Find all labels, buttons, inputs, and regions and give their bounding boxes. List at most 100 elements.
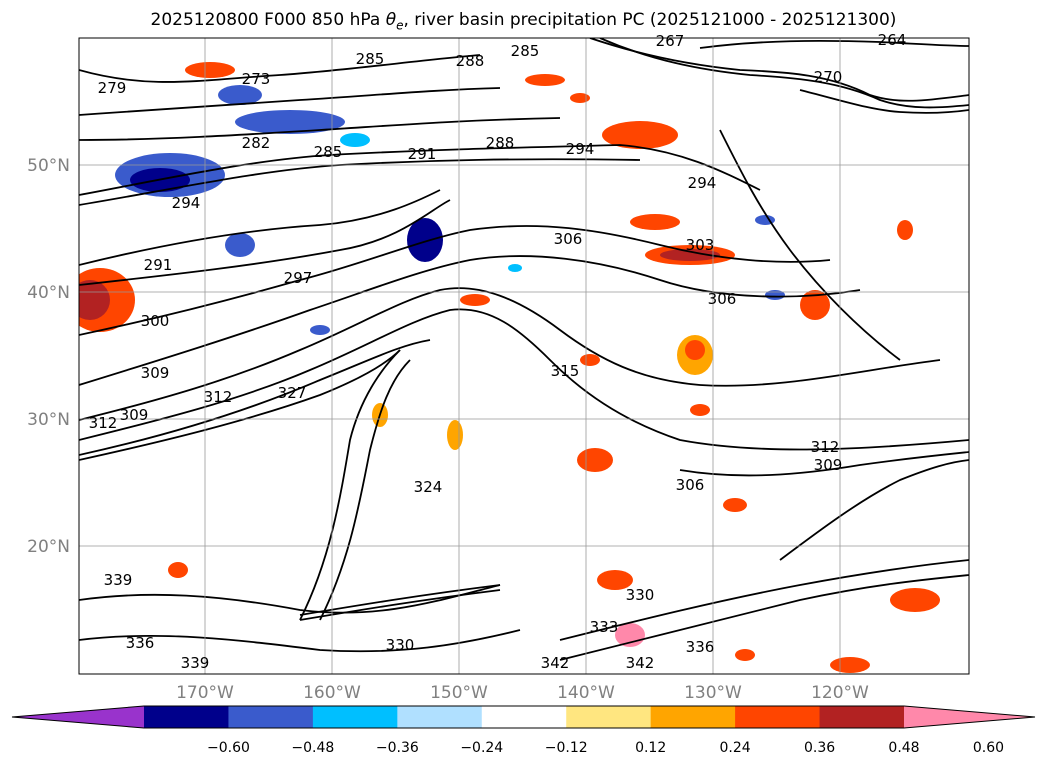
y-tick-label: 30°N xyxy=(27,410,70,430)
patch xyxy=(580,354,600,366)
colorbar-segment xyxy=(312,706,398,728)
contour-label: 294 xyxy=(566,140,595,158)
patch xyxy=(577,448,613,472)
contour-label: 285 xyxy=(356,50,385,68)
patch xyxy=(890,588,940,612)
contour-line xyxy=(589,38,969,102)
x-tick-label: 160°W xyxy=(303,683,361,703)
contour-line xyxy=(559,559,969,641)
patch xyxy=(235,110,345,134)
contour-label: 330 xyxy=(386,636,415,654)
axis-ticks: 170°W 160°W 150°W 140°W 130°W 120°W 50°N 40°N 30… xyxy=(27,156,869,703)
contour-line xyxy=(299,589,501,621)
plot-frame xyxy=(78,37,970,675)
contour-line xyxy=(599,38,969,109)
contour-line xyxy=(79,308,969,451)
patch xyxy=(340,133,370,147)
contour-line xyxy=(319,359,411,621)
patch xyxy=(830,657,870,673)
patch xyxy=(310,325,330,335)
theta-e-contours xyxy=(79,38,969,661)
colorbar-segment xyxy=(735,706,821,728)
x-tick-label: 130°W xyxy=(684,683,742,703)
patch xyxy=(897,220,913,240)
contour-label: 285 xyxy=(314,143,343,161)
contour-line xyxy=(79,199,451,286)
x-tick-label: 150°W xyxy=(430,683,488,703)
colorbar-segment xyxy=(566,706,652,728)
contour-line xyxy=(79,255,861,386)
contour-label: 279 xyxy=(98,79,127,97)
colorbar-tick-label: −0.12 xyxy=(545,740,588,756)
colorbar-outline xyxy=(11,705,1036,729)
patch xyxy=(79,280,110,320)
contour-line xyxy=(79,87,501,116)
patch xyxy=(447,420,463,450)
contour-label: 327 xyxy=(278,384,307,402)
patch xyxy=(660,249,720,261)
colorbar-tick-label: −0.24 xyxy=(460,740,503,756)
colorbar-segment xyxy=(819,706,905,728)
chart-title: 2025120800 F000 850 hPa θe, river basin … xyxy=(0,10,1047,32)
contour-line xyxy=(719,129,901,361)
patch xyxy=(735,649,755,661)
colorbar-extend-low xyxy=(12,706,144,728)
contour-line xyxy=(79,287,941,421)
colorbar-extend-high xyxy=(904,706,1035,728)
title-prefix: 2025120800 F000 850 hPa xyxy=(150,10,386,30)
contour-label: 342 xyxy=(626,654,655,672)
contour-label: 336 xyxy=(126,634,155,652)
contour-label: 336 xyxy=(686,638,715,656)
patch xyxy=(168,562,188,578)
contour-label: 303 xyxy=(686,236,715,254)
patch xyxy=(525,74,565,86)
x-tick-label: 170°W xyxy=(176,683,234,703)
colorbar-tick-label: −0.60 xyxy=(207,740,250,756)
contour-line xyxy=(299,584,501,616)
colorbar-tick-label: 0.36 xyxy=(804,740,835,756)
contour-line xyxy=(679,451,969,477)
contour-label: 300 xyxy=(141,312,170,330)
contour-label: 297 xyxy=(284,269,313,287)
patch xyxy=(218,85,262,105)
contour-label: 291 xyxy=(408,145,437,163)
contour-line xyxy=(79,117,561,141)
patch xyxy=(685,340,705,360)
contour-label: 267 xyxy=(656,32,685,50)
patch xyxy=(407,218,443,262)
contour-label: 309 xyxy=(814,456,843,474)
contour-line xyxy=(79,54,481,83)
patch xyxy=(570,93,590,103)
contour-label: 288 xyxy=(486,134,515,152)
colorbar-segment xyxy=(397,706,483,728)
patch xyxy=(800,290,830,320)
contour-label: 312 xyxy=(204,388,233,406)
contour-label: 324 xyxy=(414,478,443,496)
contour-label: 342 xyxy=(541,654,570,672)
patch xyxy=(460,294,490,306)
colorbar-tick-label: 0.60 xyxy=(973,740,1004,756)
patch xyxy=(630,214,680,230)
contour-label: 309 xyxy=(141,364,170,382)
precip-field xyxy=(79,62,940,673)
plot-background xyxy=(79,38,969,674)
contour-label: 309 xyxy=(120,406,149,424)
patch xyxy=(597,570,633,590)
colorbar-tick-label: 0.48 xyxy=(888,740,919,756)
colorbar-segment xyxy=(144,706,229,728)
patch xyxy=(225,233,255,257)
contour-label: 339 xyxy=(181,654,210,672)
contour-label: 273 xyxy=(242,70,271,88)
contour-line xyxy=(79,584,501,614)
x-tick-label: 140°W xyxy=(557,683,615,703)
y-tick-label: 50°N xyxy=(27,156,70,176)
contour-label: 306 xyxy=(708,290,737,308)
contour-label: 270 xyxy=(814,68,843,86)
colorbar-segment xyxy=(481,706,567,728)
colorbar-segment xyxy=(650,706,736,728)
contour-label: 285 xyxy=(511,42,540,60)
patch xyxy=(765,290,785,300)
patch xyxy=(723,498,747,512)
contour-label: 294 xyxy=(688,174,717,192)
